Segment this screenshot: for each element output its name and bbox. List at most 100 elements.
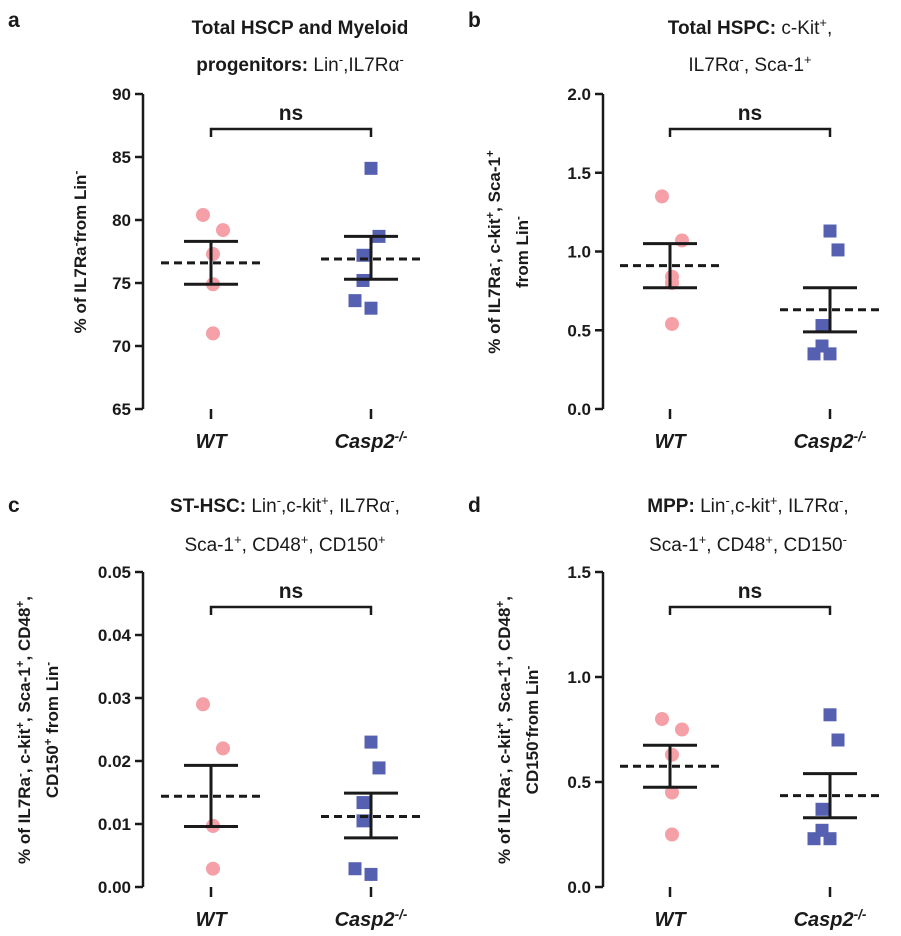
x-tick-label: Casp2-/- bbox=[794, 907, 867, 932]
text-segment: , bbox=[495, 596, 514, 601]
text-segment: c-Kit bbox=[781, 18, 820, 39]
text-segment: + bbox=[321, 493, 329, 508]
x-tick-label: WT bbox=[654, 909, 687, 931]
text-segment: IL7Rα bbox=[688, 55, 739, 76]
text-segment: , bbox=[843, 496, 848, 517]
y-tick-label: 75 bbox=[112, 274, 131, 293]
text-segment: WT bbox=[654, 909, 687, 931]
text-segment: from Lin bbox=[43, 666, 62, 739]
y-axis-label: from Lin- bbox=[513, 216, 532, 288]
text-segment: ,c-kit bbox=[281, 496, 322, 517]
text-segment: from Lin bbox=[523, 670, 542, 738]
y-tick-label: 0.04 bbox=[98, 626, 132, 645]
panel-letter: b bbox=[468, 9, 481, 32]
data-point-wt bbox=[665, 747, 679, 762]
text-segment: - bbox=[523, 666, 535, 670]
text-segment: + bbox=[234, 532, 242, 547]
text-segment: - bbox=[843, 532, 847, 547]
x-tick-label: Casp2-/- bbox=[335, 907, 408, 932]
data-point-wt bbox=[665, 827, 679, 842]
panel-letter: c bbox=[8, 494, 20, 517]
panel-title-line: ST-HSC: Lin-,c-kit+, IL7Rα-, bbox=[170, 493, 400, 518]
text-segment: + bbox=[819, 15, 827, 30]
text-segment: , CD150 bbox=[308, 535, 378, 556]
panel-d: d MPP: Lin-,c-kit+, IL7Rα-,Sca-1+, CD48+,… bbox=[468, 493, 880, 932]
text-segment: + bbox=[495, 601, 507, 608]
y-tick-label: 2.0 bbox=[567, 85, 591, 104]
panel-title-line: Total HSPC: c-Kit+, bbox=[668, 15, 832, 40]
text-segment: -/- bbox=[854, 907, 867, 922]
text-segment: , bbox=[827, 18, 832, 39]
text-segment: , bbox=[395, 496, 400, 517]
text-segment: from Lin bbox=[71, 175, 90, 243]
significance-label: ns bbox=[738, 580, 763, 603]
data-point-casp2 bbox=[807, 347, 821, 361]
text-segment: % of IL7Ra bbox=[71, 246, 90, 333]
panel-letter: a bbox=[8, 9, 20, 32]
text-segment: , Sca-1 bbox=[15, 667, 34, 722]
text-segment: progenitors: bbox=[196, 55, 313, 76]
data-point-casp2 bbox=[348, 294, 362, 308]
text-segment: CD150 bbox=[523, 741, 542, 794]
data-point-casp2 bbox=[364, 161, 378, 175]
text-segment: Lin bbox=[313, 55, 338, 76]
y-tick-label: 1.0 bbox=[567, 668, 591, 687]
data-point-wt bbox=[655, 712, 669, 726]
panel-title-line: progenitors: Lin-,IL7Rα- bbox=[196, 52, 404, 77]
text-segment: + bbox=[15, 660, 27, 667]
significance-label: ns bbox=[738, 102, 763, 125]
text-segment: Casp2 bbox=[335, 909, 395, 931]
data-point-wt bbox=[196, 207, 210, 222]
text-segment: , Sca-1 bbox=[495, 667, 514, 722]
text-segment: + bbox=[804, 52, 812, 67]
text-segment: + bbox=[378, 532, 386, 547]
y-tick-label: 1.5 bbox=[567, 164, 591, 183]
text-segment: + bbox=[15, 601, 27, 608]
text-segment: ST-HSC: bbox=[170, 496, 251, 517]
y-axis-label: % of IL7Ra-, c-kit+, Sca-1+, CD48+, bbox=[495, 596, 514, 864]
data-point-wt bbox=[665, 316, 679, 331]
y-axis-label: % of IL7Ra-, c-kit+, Sca-1+ bbox=[485, 150, 504, 354]
text-segment: - bbox=[523, 737, 535, 741]
text-segment: + bbox=[15, 722, 27, 729]
data-point-wt bbox=[206, 247, 220, 262]
text-segment: + bbox=[485, 150, 497, 157]
text-segment: - bbox=[495, 773, 507, 777]
data-point-casp2 bbox=[815, 802, 829, 816]
text-segment: , CD48 bbox=[242, 535, 301, 556]
significance-bracket bbox=[209, 127, 373, 137]
text-segment: + bbox=[495, 722, 507, 729]
panel-title-line: Sca-1+, CD48+, CD150- bbox=[649, 532, 847, 557]
data-point-casp2 bbox=[815, 319, 829, 333]
data-point-wt bbox=[675, 233, 689, 248]
x-tick-label: WT bbox=[195, 909, 228, 931]
text-segment: - bbox=[839, 493, 843, 508]
y-tick-label: 0.00 bbox=[98, 878, 131, 897]
text-segment: Sca-1 bbox=[649, 535, 699, 556]
text-segment: % of IL7Ra bbox=[15, 776, 34, 863]
y-tick-label: 0.5 bbox=[567, 773, 591, 792]
data-point-wt bbox=[206, 326, 220, 341]
text-segment: , CD150 bbox=[773, 535, 843, 556]
text-segment: + bbox=[495, 660, 507, 667]
text-segment: Total HSPC: bbox=[668, 18, 782, 39]
x-tick-label: Casp2-/- bbox=[335, 429, 408, 454]
y-axis-label: % of IL7Ra-, c-kit+, Sca-1+, CD48+, bbox=[15, 596, 34, 864]
text-segment: Casp2 bbox=[335, 431, 395, 453]
text-segment: ,IL7Rα bbox=[343, 55, 399, 76]
x-tick-label: WT bbox=[654, 431, 687, 453]
y-tick-label: 1.0 bbox=[567, 243, 591, 262]
data-point-wt bbox=[216, 741, 230, 756]
y-axis-label: CD150-from Lin- bbox=[523, 666, 542, 795]
text-segment: -/- bbox=[854, 429, 867, 444]
significance-label: ns bbox=[279, 580, 304, 603]
text-segment: - bbox=[277, 493, 281, 508]
data-point-casp2 bbox=[831, 733, 845, 747]
text-segment: - bbox=[15, 773, 27, 777]
text-segment: WT bbox=[195, 431, 228, 453]
text-segment: , bbox=[15, 596, 34, 601]
y-tick-label: 0.5 bbox=[567, 321, 591, 340]
panel-title-line: Total HSCP and Myeloid bbox=[192, 18, 409, 39]
data-point-casp2 bbox=[823, 832, 837, 846]
